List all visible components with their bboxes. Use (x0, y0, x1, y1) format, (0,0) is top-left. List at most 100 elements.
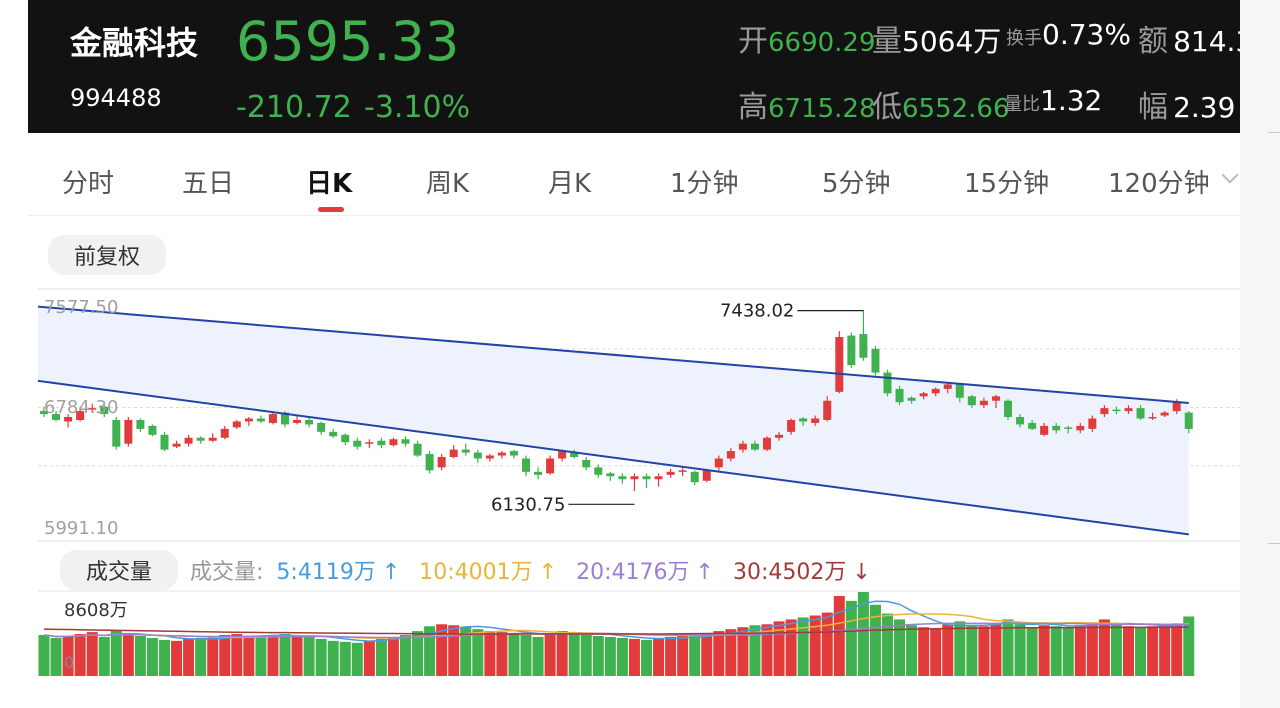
tab-daily-k[interactable]: 日K (306, 169, 353, 199)
volume-bar (641, 639, 652, 676)
volume-bar (74, 634, 86, 676)
stat-open-label: 开 (738, 24, 768, 59)
volume-bar (1074, 625, 1086, 676)
tab-120-minute[interactable]: 120分钟 (1108, 169, 1210, 199)
period-tabs: 分时 五日 日K 周K 月K 1分钟 5分钟 15分钟 120分钟 (28, 133, 1240, 216)
volume-ma30: 30:4502万 ↓ (733, 560, 877, 585)
candle-up (268, 414, 277, 423)
candle-up (497, 452, 506, 456)
candle-up (991, 396, 1000, 401)
candle-down (871, 348, 880, 373)
chevron-down-icon[interactable] (1221, 166, 1239, 184)
candle-down (1028, 422, 1037, 429)
volume-bar (749, 625, 761, 676)
candle-down (618, 476, 627, 480)
right-edge-panel (1240, 0, 1280, 708)
active-tab-indicator (318, 207, 344, 212)
volume-bar (1038, 625, 1050, 676)
volume-bar (1062, 627, 1074, 676)
volume-bar (122, 635, 134, 676)
volume-indicator-button[interactable]: 成交量 (60, 550, 178, 590)
candle-down (1184, 412, 1193, 429)
candle-up (979, 400, 988, 406)
volume-ma10: 10:4001万 ↑ (419, 560, 563, 585)
volume-bar (857, 592, 869, 676)
candle-up (437, 457, 446, 468)
stat-amount-label: 额 (1138, 24, 1168, 59)
candle-up (1076, 425, 1085, 431)
candle-down (883, 372, 892, 394)
tab-five-day[interactable]: 五日 (182, 169, 235, 199)
volume-bar (219, 635, 231, 676)
candle-up (1124, 408, 1133, 412)
volume-bar (966, 625, 978, 676)
volume-bar (375, 638, 387, 676)
volume-bar (532, 636, 544, 676)
tab-monthly-k[interactable]: 月K (548, 169, 592, 199)
candle-up (775, 434, 784, 438)
stat-low-value: 6552.66 (902, 94, 1010, 124)
volume-bar (725, 629, 737, 676)
candle-up (1088, 418, 1097, 429)
volume-bar (207, 636, 219, 676)
candle-down (196, 437, 205, 441)
adjust-type-button[interactable]: 前复权 (48, 235, 166, 275)
volume-bar (894, 619, 906, 676)
candle-up (184, 437, 193, 444)
volume-bar (520, 635, 532, 676)
volume-bar (918, 627, 930, 676)
tab-5-minute[interactable]: 5分钟 (822, 169, 891, 199)
volume-ma10-value: 10:4001万 (419, 560, 533, 585)
tab-15-minute[interactable]: 15分钟 (964, 169, 1050, 199)
stat-turnover-label: 换手 (1006, 28, 1042, 49)
candle-up (654, 476, 663, 480)
candle-down (1136, 408, 1145, 419)
volume-bar (291, 635, 303, 676)
stat-low: 低6552.66 (872, 82, 1010, 126)
volume-bar (821, 612, 833, 676)
tab-intraday[interactable]: 分时 (62, 169, 115, 199)
candle-down (847, 335, 856, 366)
stat-amplitude: 幅 2.39 (1138, 82, 1235, 126)
stock-code: 994488 (70, 84, 162, 112)
volume-bar (833, 595, 845, 676)
tab-weekly-k[interactable]: 周K (426, 169, 470, 199)
volume-bar (1159, 625, 1171, 676)
candle-down (473, 452, 482, 459)
arrow-down-icon: ↓ (852, 560, 871, 585)
candle-up (726, 451, 735, 459)
volume-bar (1123, 626, 1134, 676)
tab-1-minute[interactable]: 1分钟 (670, 169, 739, 199)
volume-bar (267, 635, 279, 676)
volume-bar (315, 638, 327, 676)
candle-up (389, 439, 398, 446)
volume-zero-label: 0 (64, 653, 74, 672)
channel-fill (38, 306, 1189, 535)
candle-up (449, 449, 458, 458)
volume-bar (484, 631, 496, 676)
candle-down (112, 419, 121, 447)
candle-down (353, 440, 362, 447)
volume-bar (1086, 622, 1098, 676)
volume-bar (243, 635, 255, 676)
volume-bar (1098, 619, 1110, 676)
candle-down (642, 476, 651, 480)
volume-ma5-value: 5:4119万 (276, 560, 376, 585)
stat-volume-label: 量 (872, 24, 902, 59)
candle-down (317, 422, 326, 432)
candles (40, 310, 1193, 492)
candle-down (594, 467, 603, 475)
candle-down (100, 406, 109, 415)
candle-up (558, 451, 567, 459)
stat-high: 高6715.28 (738, 82, 876, 126)
candle-down (509, 451, 518, 456)
volume-bar (412, 631, 424, 676)
volume-bar (689, 635, 701, 676)
volume-bar (906, 625, 918, 676)
volume-bar (580, 635, 592, 676)
candle-up (823, 400, 832, 420)
candle-down (606, 473, 615, 477)
candle-up (172, 443, 181, 447)
candle-down (907, 397, 916, 401)
candle-up (943, 384, 952, 389)
